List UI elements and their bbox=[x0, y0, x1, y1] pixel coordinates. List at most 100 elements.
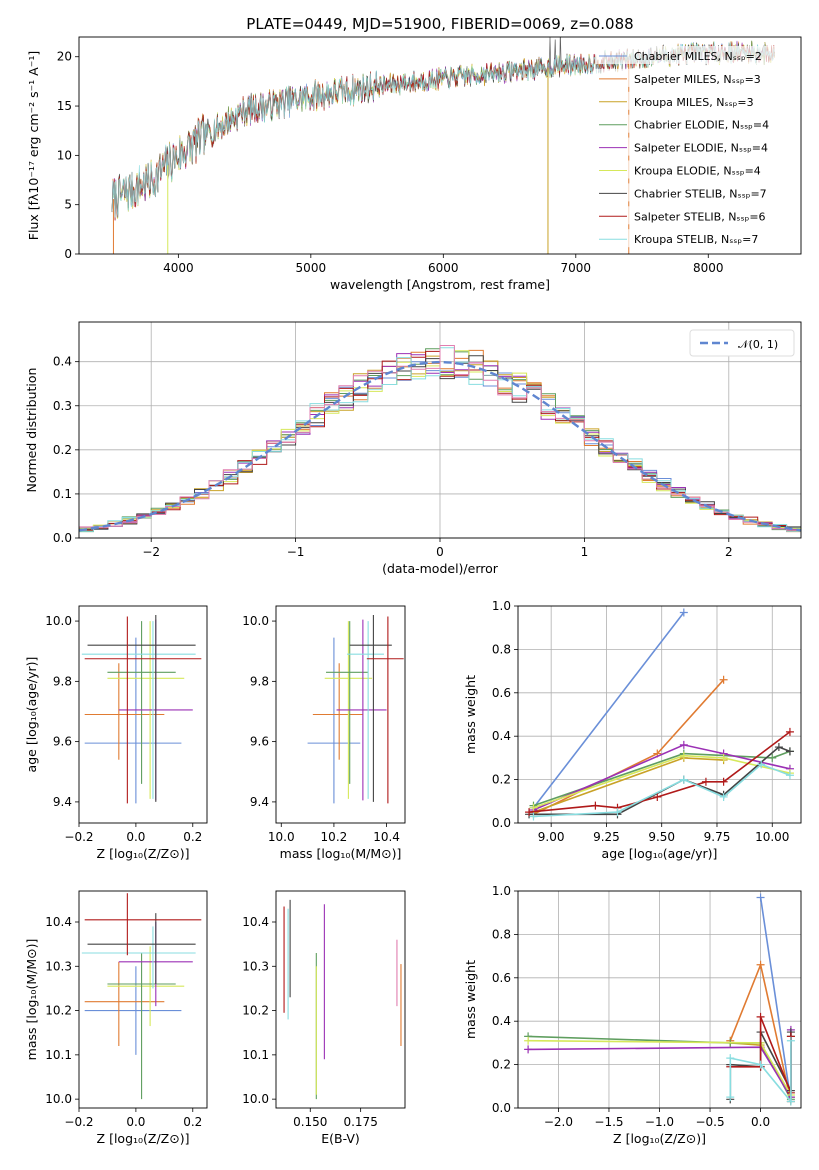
axes-frame bbox=[78, 605, 208, 824]
weight-point-marker bbox=[774, 743, 783, 752]
legend-entry: 𝒩(0, 1) bbox=[738, 338, 778, 351]
weight-point-marker bbox=[679, 608, 688, 617]
panel-weight-vs-Z: −2.0 −1.5 −1.0 −0.5 0.0 0.0 0.2 0.4 0.6 0.8 1.0 Z [… bbox=[463, 884, 802, 1146]
panel-age-vs-Z: −0.2 0.0 0.2 9.4 9.6 9.8 10.0 Z [log₁₀(Z/Z⊙)] ag… bbox=[24, 605, 208, 861]
x-tick-label: 4000 bbox=[163, 261, 194, 275]
y-tick-label: 0.6 bbox=[492, 686, 511, 700]
x-tick-label: 1 bbox=[581, 545, 589, 559]
y-tick-label: 10.0 bbox=[242, 614, 269, 628]
weight-point-marker bbox=[756, 893, 765, 902]
y-tick-label: 1.0 bbox=[492, 884, 511, 898]
y-axis-label: age [log₁₀(age/yr)] bbox=[24, 657, 39, 773]
legend-bg bbox=[595, 114, 799, 133]
legend-bg bbox=[595, 183, 799, 202]
y-tick-label: 9.8 bbox=[53, 674, 72, 688]
y-tick-label: 10.0 bbox=[45, 614, 72, 628]
y-tick-label: 5 bbox=[64, 198, 72, 212]
legend-bg bbox=[595, 206, 799, 225]
x-tick-label: 10.2 bbox=[321, 830, 348, 844]
weight-series-line bbox=[533, 763, 791, 818]
y-axis-label: Flux [fλ10⁻¹⁷ erg cm⁻² s⁻¹ A⁻¹] bbox=[26, 51, 41, 240]
y-tick-label: 9.8 bbox=[250, 674, 269, 688]
x-tick-label: 7000 bbox=[561, 261, 592, 275]
weight-point-marker bbox=[785, 771, 794, 780]
x-tick-label: 2 bbox=[725, 545, 733, 559]
weight-point-marker bbox=[591, 801, 600, 810]
weight-point-marker bbox=[768, 753, 777, 762]
x-tick-label: 0.0 bbox=[751, 1115, 770, 1129]
figure-title: PLATE=0449, MJD=51900, FIBERID=0069, z=0… bbox=[246, 15, 633, 33]
axes-frame bbox=[78, 321, 802, 539]
weight-point-marker bbox=[719, 777, 728, 786]
legend-bg bbox=[595, 91, 799, 110]
x-tick-label: −0.2 bbox=[64, 1115, 93, 1129]
y-tick-label: 10.2 bbox=[242, 1004, 269, 1018]
y-tick-label: 1.0 bbox=[492, 599, 511, 613]
weight-series-line bbox=[533, 750, 791, 807]
panel-residuals: −2 −1 0 1 2 0.0 0.1 0.2 0.3 0.4 (data-model)/error… bbox=[24, 321, 802, 576]
axes-frame bbox=[78, 36, 802, 255]
legend-entry: Chabrier ELODIE, Nₛₛₚ=4 bbox=[634, 119, 769, 132]
weight-point-marker bbox=[529, 803, 538, 812]
x-tick-label: 0.2 bbox=[183, 1115, 202, 1129]
data-marks bbox=[81, 615, 202, 804]
legend-bg bbox=[689, 329, 795, 357]
y-tick-label: 10.0 bbox=[45, 1092, 72, 1106]
data-marks bbox=[79, 345, 801, 533]
legend-entry: Salpeter ELODIE, Nₛₛₚ=4 bbox=[634, 142, 768, 155]
weight-point-marker bbox=[757, 760, 766, 769]
x-tick-label: 10.0 bbox=[268, 830, 295, 844]
y-tick-label: 10 bbox=[57, 148, 72, 162]
y-tick-label: 0.2 bbox=[492, 1058, 511, 1072]
histogram-series bbox=[79, 345, 801, 531]
normal-reference-curve bbox=[79, 360, 801, 532]
weight-point-marker bbox=[756, 1012, 765, 1021]
y-tick-label: 0.8 bbox=[492, 927, 511, 941]
y-tick-label: 0.2 bbox=[492, 773, 511, 787]
data-marks bbox=[524, 893, 795, 1106]
axes-frame bbox=[517, 890, 802, 1109]
y-tick-label: 15 bbox=[57, 99, 72, 113]
legend-entry: Chabrier STELIB, Nₛₛₚ=7 bbox=[634, 187, 767, 200]
y-tick-label: 0.6 bbox=[492, 971, 511, 985]
weight-point-marker bbox=[525, 808, 534, 817]
data-marks bbox=[307, 615, 404, 804]
y-tick-label: 0.3 bbox=[53, 399, 72, 413]
data-marks bbox=[81, 893, 202, 1100]
x-tick-label: 0.0 bbox=[126, 1115, 145, 1129]
weight-point-marker bbox=[726, 1054, 735, 1063]
x-tick-label: 6000 bbox=[428, 261, 459, 275]
x-tick-label: 10.4 bbox=[373, 830, 400, 844]
legend-bg bbox=[595, 160, 799, 179]
y-tick-label: 0.4 bbox=[492, 729, 511, 743]
weight-point-marker bbox=[756, 960, 765, 969]
x-axis-label: Z [log₁₀(Z/Z⊙)] bbox=[97, 1131, 190, 1146]
x-tick-label: 0.0 bbox=[126, 830, 145, 844]
y-axis-label: mass weight bbox=[463, 960, 478, 1039]
legend-bg bbox=[595, 137, 799, 156]
weight-point-marker bbox=[786, 1097, 795, 1106]
data-marks bbox=[525, 608, 794, 821]
x-tick-label: −1 bbox=[287, 545, 305, 559]
weight-series-line bbox=[532, 612, 685, 809]
y-tick-label: 10.1 bbox=[45, 1048, 72, 1062]
legend-entry: Salpeter STELIB, Nₛₛₚ=6 bbox=[634, 210, 766, 223]
weight-point-marker bbox=[786, 1036, 795, 1045]
x-axis-label: age [log₁₀(age/yr)] bbox=[602, 846, 718, 861]
x-tick-label: 9.75 bbox=[704, 830, 731, 844]
x-tick-label: −0.2 bbox=[64, 830, 93, 844]
x-tick-label: −1.0 bbox=[645, 1115, 674, 1129]
plot-area bbox=[79, 891, 207, 1108]
x-tick-label: 0.2 bbox=[183, 830, 202, 844]
y-tick-label: 0.1 bbox=[53, 487, 72, 501]
panel-mass-vs-EBV: 0.150 0.175 10.0 10.1 10.2 10.3 10.4 E(B-V) bbox=[242, 890, 406, 1146]
y-tick-label: 0.4 bbox=[53, 355, 72, 369]
weight-point-marker bbox=[726, 1093, 735, 1102]
legend: 𝒩(0, 1) bbox=[689, 329, 795, 357]
x-axis-label: wavelength [Angstrom, rest frame] bbox=[330, 277, 550, 292]
weight-point-marker bbox=[529, 812, 538, 821]
legend-entry: Kroupa MILES, Nₛₛₚ=3 bbox=[634, 96, 754, 109]
y-tick-label: 10.3 bbox=[242, 959, 269, 973]
